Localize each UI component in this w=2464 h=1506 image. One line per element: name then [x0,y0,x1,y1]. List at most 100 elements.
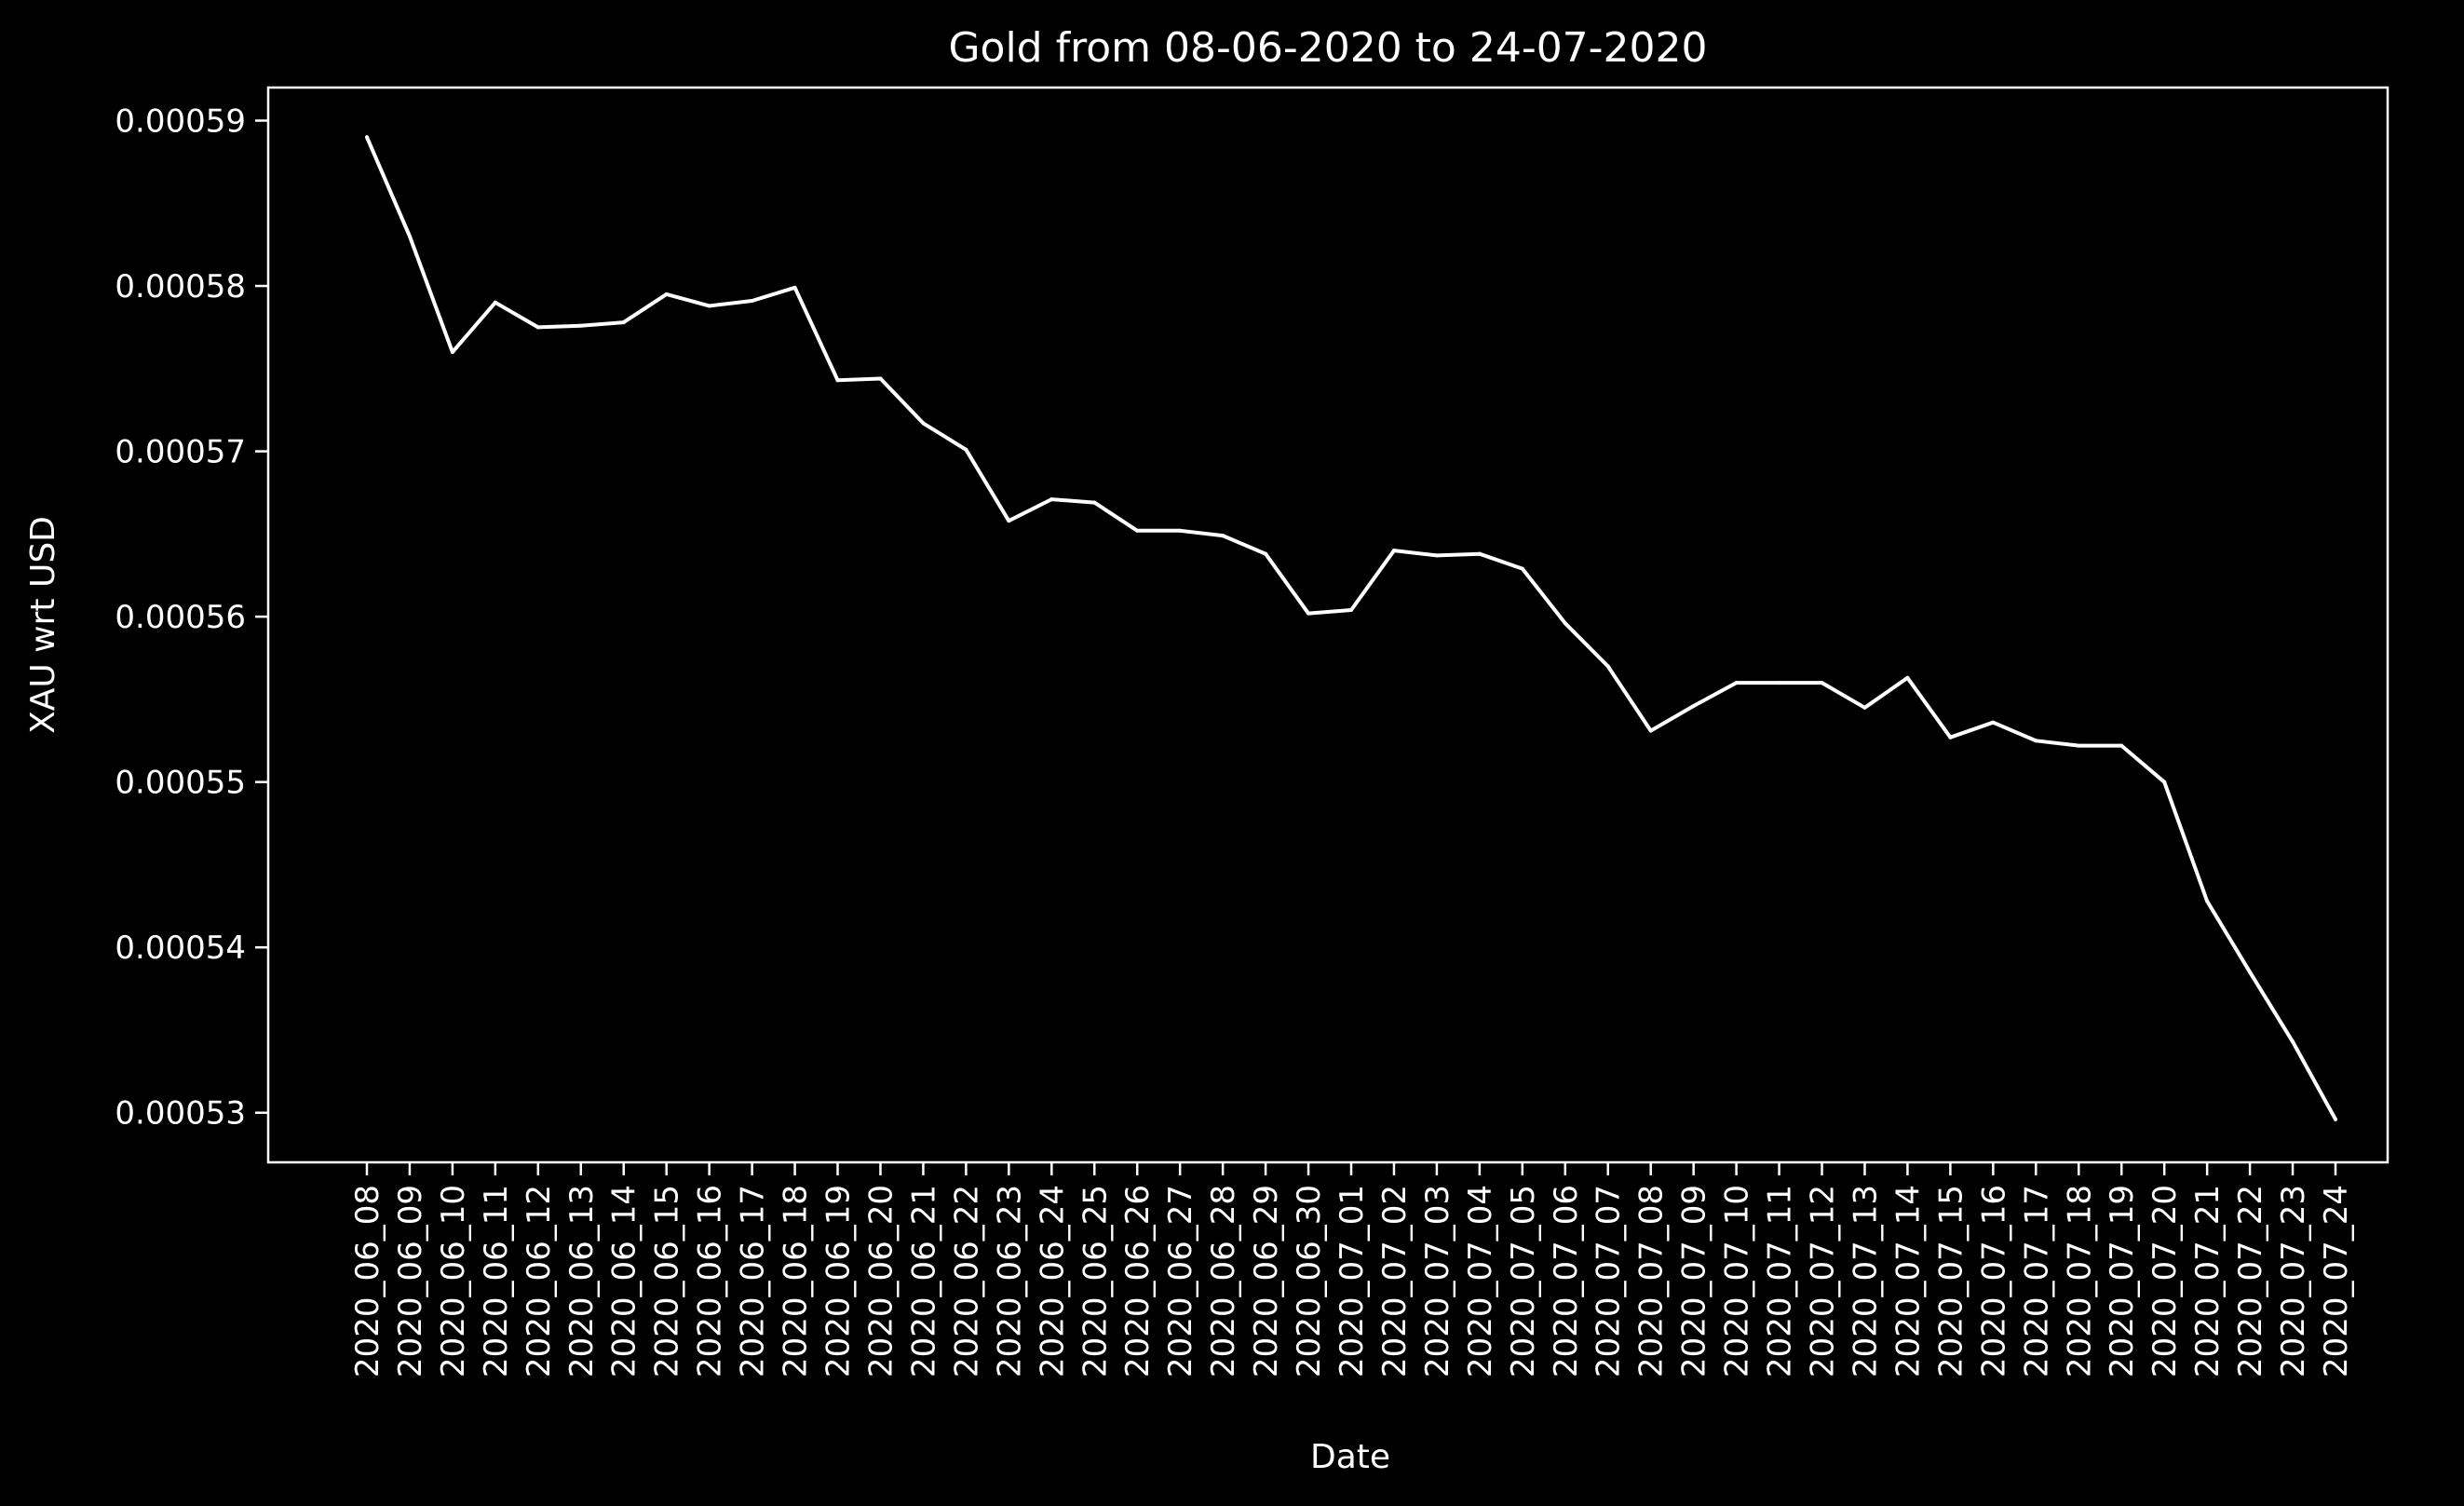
data-point [1264,551,1268,556]
x-tick-label: 2020_07_08 [1633,1185,1671,1377]
x-tick-label: 2020_07_20 [2146,1185,2184,1377]
y-axis-label: XAU wrt USD [24,516,62,734]
x-tick-label: 2020_07_02 [1376,1185,1414,1377]
data-point [1221,534,1225,538]
plot-area [266,86,2390,1164]
x-tick-label: 2020_07_13 [1847,1185,1884,1377]
data-point [1948,735,1953,739]
x-tick-label: 2020_06_20 [862,1185,900,1377]
x-tick-label: 2020_07_10 [1719,1185,1756,1377]
data-point [664,292,669,296]
data-point [1691,703,1696,708]
x-tick-label: 2020_07_22 [2232,1185,2269,1377]
x-tick-label: 2020_07_06 [1548,1185,1585,1377]
data-point [365,135,369,140]
data-point [1648,728,1653,733]
data-point [2034,739,2038,743]
x-tick-label: 2020_06_25 [1076,1185,1114,1377]
data-point [2119,743,2124,748]
y-tick-label: 0.00054 [115,929,246,967]
data-point [2334,1117,2337,1121]
x-tick-label: 2020_06_15 [649,1185,686,1377]
y-tick-label: 0.00059 [115,103,246,141]
data-point [1734,681,1739,685]
data-point [450,350,454,355]
data-point [1135,528,1140,533]
data-point [2291,1039,2295,1044]
x-tick-label: 2020_07_09 [1676,1185,1713,1377]
y-tick-label: 0.00058 [115,268,246,305]
y-tick-label: 0.00055 [115,765,246,802]
x-tick-label: 2020_06_30 [1291,1185,1328,1377]
x-tick-label: 2020_07_24 [2318,1185,2355,1377]
data-point [1178,528,1183,533]
x-tick-label: 2020_06_18 [778,1185,815,1377]
data-point [1306,611,1311,616]
x-tick-label: 2020_06_19 [820,1185,858,1377]
data-point [1820,681,1824,685]
x-tick-label: 2020_07_03 [1419,1185,1456,1377]
data-point [1477,551,1482,556]
data-point [535,325,540,330]
x-tick-label: 2020_06_12 [521,1185,558,1377]
x-axis-label: Date [1310,1438,1390,1476]
data-point [1092,500,1097,505]
data-point [1520,566,1524,571]
chart-title: Gold from 08-06-2020 to 24-07-2020 [948,24,1707,72]
x-tick-label: 2020_06_10 [435,1185,472,1377]
x-tick-label: 2020_06_27 [1162,1185,1199,1377]
x-axis-ticks: 2020_06_08 2020_06_09 2020_06_10 2020_06_11… [349,1162,2355,1377]
x-tick-label: 2020_06_24 [1034,1185,1071,1377]
x-tick-label: 2020_06_23 [991,1185,1028,1377]
x-tick-label: 2020_07_17 [2018,1185,2055,1377]
data-point [1777,681,1781,685]
data-point [1563,621,1567,626]
data-point [1862,705,1867,710]
data-point [835,378,840,383]
x-tick-label: 2020_06_09 [392,1185,429,1377]
x-tick-label: 2020_07_14 [1889,1185,1927,1377]
x-tick-label: 2020_06_16 [692,1185,729,1377]
x-tick-label: 2020_06_28 [1205,1185,1242,1377]
x-tick-label: 2020_06_26 [1119,1185,1157,1377]
x-tick-label: 2020_07_16 [1975,1185,2012,1377]
data-point [750,299,754,304]
data-point [921,421,926,426]
y-tick-label: 0.00057 [115,434,246,471]
x-tick-label: 2020_07_21 [2189,1185,2227,1377]
data-point [2205,899,2210,903]
data-point [1905,675,1910,680]
x-tick-label: 2020_06_22 [948,1185,985,1377]
x-tick-label: 2020_06_11 [478,1185,515,1377]
data-point [707,304,711,308]
data-point [2248,970,2253,974]
y-tick-label: 0.00056 [115,599,246,636]
x-tick-label: 2020_07_15 [1932,1185,1970,1377]
data-point [493,300,497,305]
x-tick-label: 2020_06_08 [349,1185,386,1377]
data-point [1349,608,1353,613]
x-tick-label: 2020_06_13 [563,1185,601,1377]
data-point [1434,553,1439,558]
x-tick-label: 2020_06_14 [606,1185,643,1377]
data-point [878,376,883,381]
x-tick-label: 2020_06_29 [1248,1185,1285,1377]
x-tick-label: 2020_07_04 [1462,1185,1499,1377]
data-point [1991,720,1996,725]
y-axis-ticks: 0.00053 0.00054 0.00055 0.00056 0.00057 0.000… [115,103,268,1133]
data-point [578,323,583,328]
data-point [1391,549,1396,553]
x-tick-label: 2020_07_05 [1505,1185,1542,1377]
data-point [2077,743,2081,748]
data-point [621,320,626,325]
data-point [792,285,797,290]
data-point [2162,780,2167,784]
data-point [964,447,968,452]
x-tick-label: 2020_07_07 [1591,1185,1628,1377]
x-tick-label: 2020_07_01 [1334,1185,1371,1377]
x-tick-label: 2020_07_12 [1805,1185,1842,1377]
series-group [365,135,2337,1121]
data-point [1007,519,1011,523]
y-tick-label: 0.00053 [115,1095,246,1133]
